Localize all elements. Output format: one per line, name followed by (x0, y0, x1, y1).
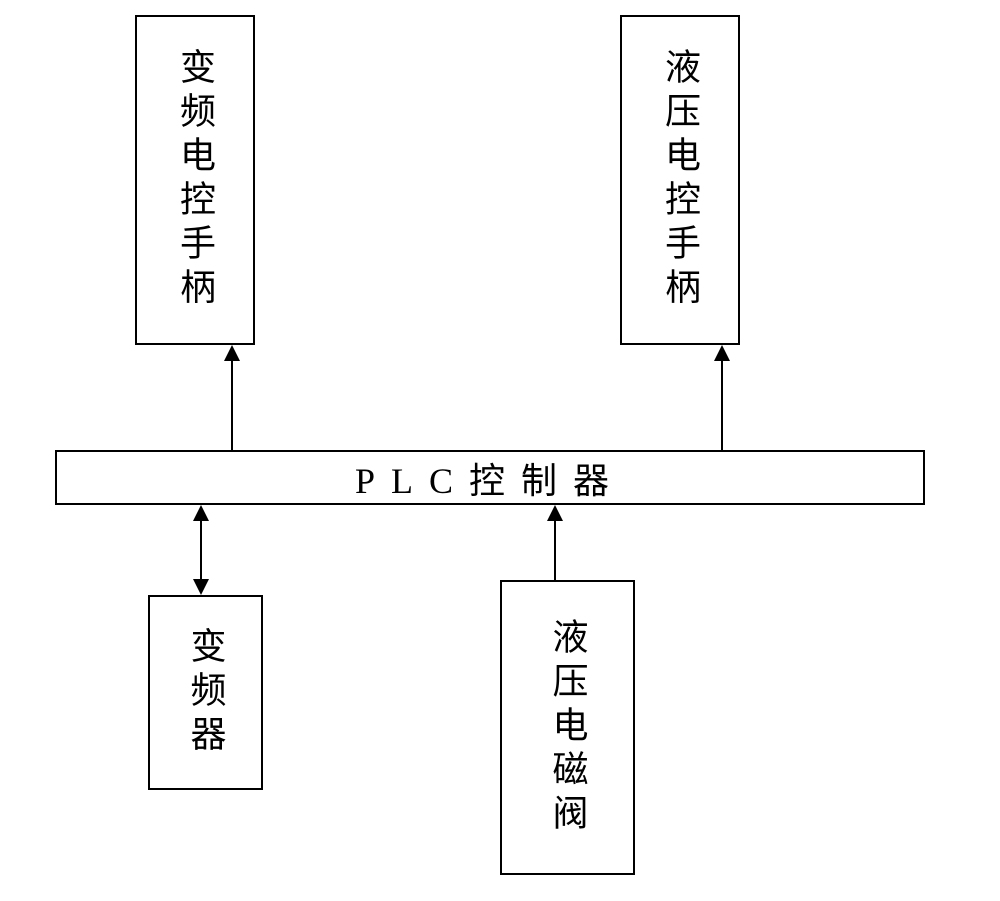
node-center-label: PLC控制器 (355, 452, 625, 504)
edge-bottomright-center-head (547, 505, 563, 521)
edge-center-bottomleft-head-down (193, 579, 209, 595)
edge-bottomright-center (554, 519, 556, 580)
node-top-left: 变频电控手柄 (135, 15, 255, 345)
edge-center-topleft-head (224, 345, 240, 361)
node-bottom-right-label: 液压电磁阀 (542, 618, 594, 838)
node-top-right-label: 液压电控手柄 (654, 48, 706, 312)
node-bottom-left: 变频器 (148, 595, 263, 790)
node-center: PLC控制器 (55, 450, 925, 505)
node-bottom-left-label: 变频器 (180, 627, 232, 759)
edge-center-topleft (231, 359, 233, 450)
node-top-left-label: 变频电控手柄 (169, 48, 221, 312)
edge-center-topright-head (714, 345, 730, 361)
edge-center-topright (721, 359, 723, 450)
edge-center-bottomleft (200, 519, 202, 581)
edge-center-bottomleft-head-up (193, 505, 209, 521)
node-bottom-right: 液压电磁阀 (500, 580, 635, 875)
node-top-right: 液压电控手柄 (620, 15, 740, 345)
